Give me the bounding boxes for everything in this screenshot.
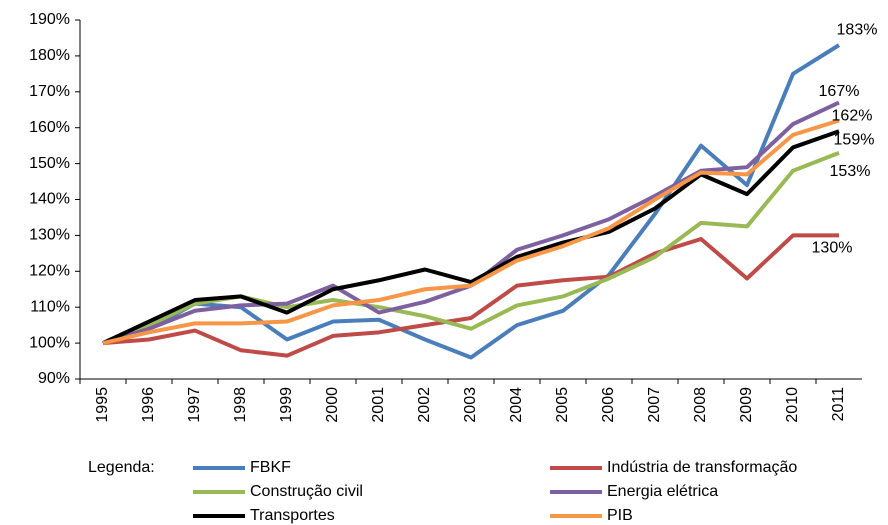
x-tick-label: 1997 (186, 387, 203, 423)
x-tick-label: 1996 (140, 387, 157, 423)
value-label: 159% (834, 132, 875, 149)
series-line (102, 129, 840, 345)
legend-label: Construção civil (250, 483, 363, 500)
legend-label: FBKF (250, 459, 291, 476)
y-tick-label: 190% (29, 11, 70, 28)
x-tick-label: 2010 (784, 387, 801, 423)
x-tick-label: 2008 (692, 387, 709, 423)
legend-label: Transportes (250, 507, 335, 524)
x-tick-label: 2006 (600, 387, 617, 423)
series-line (102, 118, 840, 346)
legend-label: Energia elétrica (607, 483, 718, 500)
x-tick-label: 2009 (738, 387, 755, 423)
y-tick-label: 140% (29, 191, 70, 208)
y-tick-label: 90% (38, 370, 70, 387)
y-tick-label: 110% (30, 298, 70, 315)
legend-label: Indústria de transformação (607, 459, 797, 476)
x-tick-label: 1995 (94, 387, 111, 423)
value-label: 183% (837, 21, 878, 38)
series-line (102, 233, 839, 358)
x-tick-label: 2005 (554, 387, 571, 423)
y-tick-label: 130% (29, 227, 70, 244)
series-line (102, 100, 840, 346)
value-label: 153% (830, 163, 871, 180)
y-tick-label: 180% (29, 47, 70, 64)
legend-label: PIB (607, 507, 633, 524)
y-tick-label: 150% (29, 155, 70, 172)
x-tick-label: 2011 (830, 387, 847, 422)
x-tick-label: 2004 (508, 387, 525, 423)
value-label: 130% (812, 240, 853, 257)
y-tick-label: 170% (29, 83, 70, 100)
y-tick-label: 160% (29, 119, 70, 136)
x-tick-label: 2001 (370, 387, 387, 423)
y-tick-label: 120% (29, 263, 70, 280)
x-tick-label: 2003 (462, 387, 479, 423)
value-label: 162% (832, 108, 873, 125)
value-label: 167% (819, 83, 860, 100)
x-tick-label: 2000 (324, 387, 341, 423)
x-tick-label: 1999 (278, 387, 295, 423)
legend-title: Legenda: (88, 459, 155, 476)
x-tick-label: 2007 (646, 387, 663, 423)
x-tick-label: 2002 (416, 387, 433, 423)
y-tick-label: 100% (29, 334, 70, 351)
x-tick-label: 1998 (232, 387, 249, 423)
series-line (102, 150, 840, 345)
